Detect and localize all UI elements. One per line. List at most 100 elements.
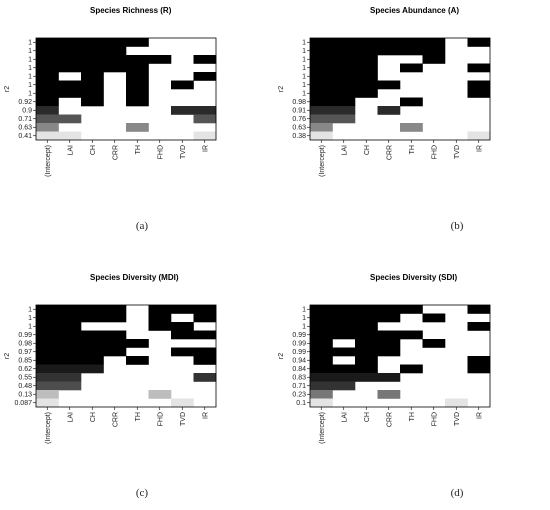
y-tick-label: 0.087 bbox=[14, 400, 32, 407]
heatmap-cell bbox=[355, 72, 378, 81]
y-tick-label: 1 bbox=[302, 40, 306, 47]
y-tick-label: 0.99 bbox=[18, 332, 32, 339]
x-tick-label: TVD bbox=[454, 145, 461, 159]
heatmap-cell bbox=[310, 46, 333, 56]
heatmap-cell bbox=[467, 356, 491, 365]
x-tick-label: (Intercept) bbox=[319, 412, 326, 444]
heatmap-cell bbox=[58, 89, 82, 98]
panel-title: Species Abundance (A) bbox=[370, 6, 459, 15]
heatmap-cell bbox=[193, 114, 217, 124]
panel-caption: (b) bbox=[451, 220, 464, 232]
heatmap-cell bbox=[355, 313, 378, 323]
y-tick-label: 0.48 bbox=[18, 383, 32, 390]
x-tick-label: TH bbox=[409, 145, 416, 154]
heatmap-cell bbox=[377, 330, 401, 340]
heatmap-cell bbox=[310, 398, 333, 408]
x-tick-label: CRR bbox=[112, 412, 119, 427]
heatmap-cell bbox=[126, 339, 149, 348]
heatmap-cell bbox=[36, 89, 59, 98]
heatmap-cell bbox=[332, 46, 356, 56]
heatmap-cell bbox=[58, 313, 82, 323]
heatmap-cell bbox=[148, 313, 172, 323]
heatmap-cell bbox=[36, 55, 59, 64]
y-axis-label: r2 bbox=[4, 86, 11, 92]
heatmap-cell bbox=[445, 398, 468, 408]
heatmap-cell bbox=[310, 80, 333, 90]
y-tick-label: 0.62 bbox=[18, 366, 32, 373]
y-tick-label: 0.84 bbox=[292, 366, 306, 373]
y-tick-label: 1 bbox=[302, 57, 306, 64]
heatmap-cell bbox=[58, 364, 82, 374]
heatmap-cell bbox=[81, 330, 104, 340]
heatmap-cell bbox=[36, 123, 59, 132]
heatmap-cell bbox=[422, 313, 446, 323]
heatmap-cell bbox=[355, 38, 378, 47]
x-tick-label: FHD bbox=[157, 412, 164, 426]
heatmap-cell bbox=[400, 97, 423, 107]
heatmap-cell bbox=[467, 305, 491, 314]
heatmap-cell bbox=[310, 72, 333, 81]
plot-frame bbox=[309, 304, 491, 408]
heatmap-cell bbox=[400, 364, 423, 374]
heatmap-cell bbox=[310, 313, 333, 323]
panel-title: Species Richness (R) bbox=[90, 6, 172, 15]
x-tick-label: TVD bbox=[180, 145, 187, 159]
panel-caption: (c) bbox=[136, 487, 149, 499]
heatmap-cell bbox=[36, 339, 59, 348]
heatmap-cell bbox=[81, 364, 104, 374]
heatmap-cell bbox=[377, 38, 401, 47]
heatmap-cell bbox=[355, 80, 378, 90]
heatmap-cell bbox=[36, 356, 59, 365]
y-tick-label: 1 bbox=[28, 40, 32, 47]
x-tick-label: CRR bbox=[386, 412, 393, 427]
heatmap-cell bbox=[103, 46, 127, 56]
heatmap-cell bbox=[36, 373, 59, 382]
heatmap-cell bbox=[126, 97, 149, 107]
heatmap-cell bbox=[58, 322, 82, 331]
heatmap-cell bbox=[377, 373, 401, 382]
heatmap-cell bbox=[332, 347, 356, 357]
heatmap-cell bbox=[81, 63, 104, 73]
y-tick-label: 1 bbox=[28, 82, 32, 89]
heatmap-cell bbox=[81, 305, 104, 314]
heatmap-cell bbox=[81, 339, 104, 348]
heatmap-cell bbox=[81, 356, 104, 365]
heatmap-cell bbox=[310, 364, 333, 374]
heatmap-cell bbox=[467, 89, 491, 98]
x-tick-label: TH bbox=[135, 412, 142, 421]
heatmap-cell bbox=[193, 55, 217, 64]
heatmap-cell bbox=[310, 322, 333, 331]
heatmap-cell bbox=[81, 38, 104, 47]
heatmap-cell bbox=[193, 305, 217, 314]
y-tick-label: 1 bbox=[302, 91, 306, 98]
heatmap-cell bbox=[467, 80, 491, 90]
panel-caption: (a) bbox=[136, 220, 149, 232]
heatmap-cell bbox=[332, 63, 356, 73]
y-tick-label: 1 bbox=[28, 315, 32, 322]
heatmap-cell bbox=[36, 106, 59, 115]
y-tick-label: 0.92 bbox=[18, 99, 32, 106]
y-tick-label: 0.63 bbox=[292, 125, 306, 132]
heatmap-cell bbox=[103, 313, 127, 323]
y-tick-label: 0.71 bbox=[18, 116, 32, 123]
heatmap-cell bbox=[310, 38, 333, 47]
x-tick-label: IR bbox=[476, 412, 483, 419]
y-axis-label: r2 bbox=[278, 86, 285, 92]
heatmap-cell bbox=[58, 339, 82, 348]
x-tick-label: IR bbox=[202, 145, 209, 152]
heatmap-cell bbox=[310, 390, 333, 399]
heatmap-cell bbox=[377, 106, 401, 115]
heatmap-cell bbox=[58, 80, 82, 90]
heatmap-cell bbox=[193, 106, 217, 115]
heatmap-cell bbox=[148, 322, 172, 331]
heatmap-cell bbox=[355, 364, 378, 374]
y-tick-label: 0.76 bbox=[292, 116, 306, 123]
y-tick-label: 1 bbox=[28, 65, 32, 72]
heatmap-cell bbox=[58, 356, 82, 365]
x-tick-label: TVD bbox=[454, 412, 461, 426]
x-tick-label: TH bbox=[135, 145, 142, 154]
heatmap-cell bbox=[171, 305, 194, 314]
heatmap-cell bbox=[58, 131, 82, 141]
y-tick-label: 0.1 bbox=[296, 400, 306, 407]
